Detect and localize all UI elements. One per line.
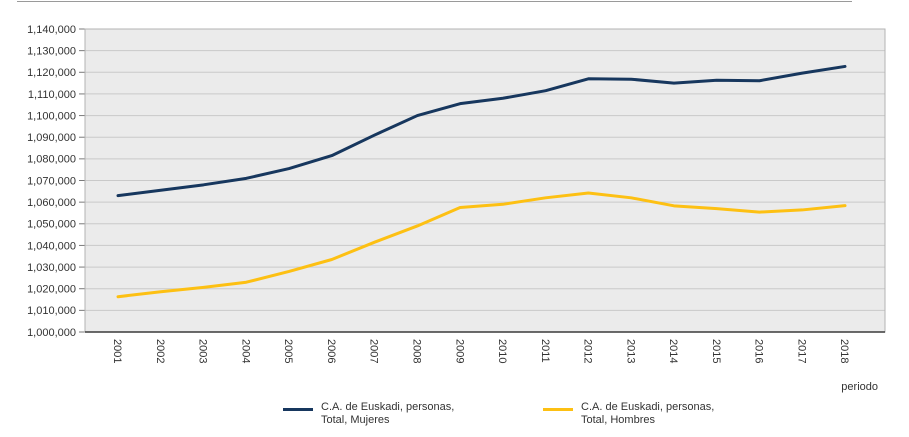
x-axis-tick-label: 2001	[111, 339, 123, 363]
legend-swatch-mujeres-line	[283, 408, 313, 411]
y-axis-tick-label: 1,070,000	[27, 175, 76, 187]
legend-label-hombres-line2: Total, Hombres	[581, 414, 655, 426]
x-axis-tick-label: 2007	[368, 339, 380, 363]
x-axis-tick-label: 2009	[453, 339, 465, 363]
top-border-line	[17, 1, 852, 2]
y-axis-tick-label: 1,130,000	[27, 45, 76, 57]
y-axis-tick-label: 1,140,000	[27, 24, 76, 36]
y-axis-tick-label: 1,030,000	[27, 262, 76, 274]
legend-label-mujeres-line1: C.A. de Euskadi, personas,	[321, 401, 455, 413]
series-line-mujeres	[116, 64, 847, 198]
legend-entry-mujeres: C.A. de Euskadi, personas, Total, Mujere…	[283, 401, 454, 427]
legend-label-hombres-line1: C.A. de Euskadi, personas,	[581, 401, 715, 413]
x-axis-tick-label: 2006	[325, 339, 337, 363]
y-axis-tick-label: 1,040,000	[27, 240, 76, 252]
y-axis-tick-label: 1,020,000	[27, 284, 76, 296]
x-axis-tick-label: 2008	[411, 339, 423, 363]
y-axis-tick-label: 1,010,000	[27, 305, 76, 317]
legend-label-mujeres-line2: Total, Mujeres	[321, 414, 390, 426]
x-axis-tick-label: 2010	[496, 339, 508, 363]
x-axis-tick-label: 2002	[154, 339, 166, 363]
x-axis-tick-label: 2011	[539, 339, 551, 363]
x-axis-tick-label: 2014	[667, 339, 679, 363]
legend: C.A. de Euskadi, personas, Total, Mujere…	[0, 401, 909, 433]
x-axis-tick-label: 2012	[582, 339, 594, 363]
x-axis-tick-label: 2004	[239, 339, 251, 363]
y-axis-tick-label: 1,080,000	[27, 154, 76, 166]
x-axis-tick-label: 2016	[753, 339, 765, 363]
y-axis-tick-label: 1,000,000	[27, 327, 76, 339]
y-axis-tick-label: 1,110,000	[28, 89, 76, 101]
y-axis-tick-label: 1,060,000	[27, 197, 76, 209]
y-axis-tick-label: 1,100,000	[27, 110, 76, 122]
y-axis-tick-label: 1,120,000	[27, 67, 76, 79]
y-axis-tick-label: 1,050,000	[27, 219, 76, 231]
series-line-hombres	[116, 191, 847, 299]
legend-swatch-hombres-line	[543, 408, 573, 411]
x-axis-tick-label: 2005	[282, 339, 294, 363]
chart-canvas: 1,000,000 1,010,000 1,020,000 1,030,000 1,04…	[27, 24, 886, 393]
x-axis-title: periodo	[841, 381, 878, 393]
x-axis-tick-label: 2013	[624, 339, 636, 363]
x-axis-tick-label: 2003	[197, 339, 209, 363]
y-axis-tick-label: 1,090,000	[27, 132, 76, 144]
legend-entry-hombres: C.A. de Euskadi, personas, Total, Hombre…	[543, 401, 714, 427]
x-axis-tick-label: 2018	[838, 339, 850, 363]
legend-label-mujeres: C.A. de Euskadi, personas, Total, Mujere…	[321, 401, 454, 427]
x-axis-tick-label: 2017	[795, 339, 807, 363]
x-axis-tick-label: 2015	[710, 339, 722, 363]
legend-label-hombres: C.A. de Euskadi, personas, Total, Hombre…	[581, 401, 714, 427]
